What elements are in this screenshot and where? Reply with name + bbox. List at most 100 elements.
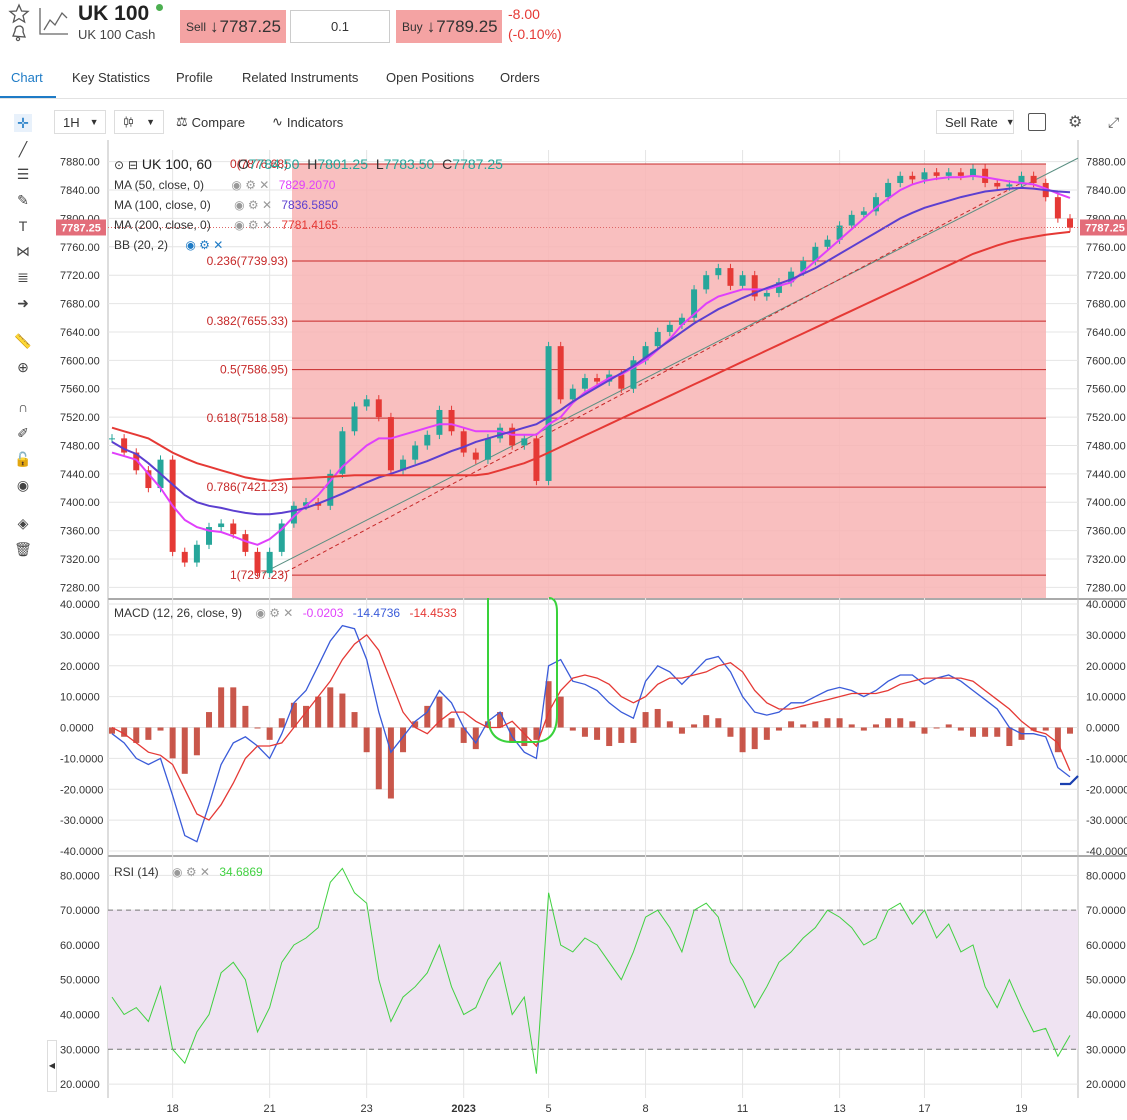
- y-tick-label-left: 7400.00: [60, 497, 100, 509]
- candle: [872, 197, 879, 212]
- indicators-button[interactable]: ∿ Indicators: [272, 110, 343, 134]
- macd-histogram-bar: [290, 702, 297, 728]
- macd-histogram-bar: [278, 718, 285, 728]
- sell-button[interactable]: Sell ↓ 7787.25: [180, 10, 286, 43]
- macd-label: MACD (12, 26, close, 9): [114, 606, 243, 620]
- expand-icon: ⤢: [1108, 113, 1120, 130]
- eye-icon[interactable]: ◉: [16, 477, 30, 493]
- candle: [836, 225, 843, 240]
- y-tick-label-right: 20.0000: [1086, 661, 1126, 673]
- market-open-dot: [156, 4, 163, 11]
- macd-histogram-bar: [1054, 727, 1061, 753]
- candle: [691, 289, 698, 318]
- lock-icon[interactable]: 🔓: [14, 451, 32, 467]
- trash-icon[interactable]: 🗑: [14, 541, 32, 557]
- fib-tool-icon[interactable]: ≣: [17, 269, 29, 285]
- candle: [642, 346, 649, 361]
- star-icon[interactable]: [8, 3, 30, 25]
- y-tick-label-left: 7480.00: [60, 440, 100, 452]
- macd-histogram-bar: [618, 727, 625, 743]
- settings-icons[interactable]: ◉ ⚙ ✕: [234, 198, 273, 212]
- macd-histogram-bar: [812, 721, 819, 728]
- macd-line: [111, 624, 1071, 843]
- macd-histogram-bar: [594, 727, 601, 740]
- alert-bell-icon[interactable]: [9, 22, 29, 42]
- y-tick-label-left: 0.0000: [60, 723, 94, 735]
- ruler-icon[interactable]: 📏: [14, 333, 32, 349]
- macd-histogram-bar: [654, 708, 661, 728]
- macd-histogram-bar: [1030, 727, 1037, 731]
- candle: [509, 427, 516, 446]
- macd-histogram-bar: [339, 693, 346, 728]
- trend-line-icon[interactable]: ╱: [18, 141, 28, 157]
- macd-histogram-bar: [775, 727, 782, 731]
- rsi-line: [111, 867, 1071, 1074]
- candle: [957, 172, 964, 176]
- settings-icons[interactable]: ◉ ⚙ ✕: [231, 178, 270, 192]
- low-label: L: [375, 156, 384, 172]
- tab-profile[interactable]: Profile: [176, 70, 213, 85]
- brush-icon[interactable]: ✎: [17, 192, 29, 208]
- snapshot-button[interactable]: [1028, 110, 1046, 134]
- macd-histogram-bar: [315, 696, 322, 728]
- text-icon[interactable]: T: [18, 218, 28, 234]
- y-tick-label-right: 7360.00: [1086, 526, 1126, 538]
- hide-icon[interactable]: ⊟: [127, 158, 139, 172]
- pencil-lock-icon[interactable]: ✐: [17, 425, 29, 441]
- macd-histogram-bar: [400, 727, 407, 753]
- quantity-input[interactable]: 0.1: [290, 10, 390, 43]
- ma200-value: 7781.4165: [281, 218, 339, 232]
- macd-histogram-bar: [1006, 727, 1013, 747]
- compare-button[interactable]: ⚖ Compare: [176, 110, 245, 134]
- candle: [497, 427, 504, 439]
- tab-open-positions[interactable]: Open Positions: [386, 70, 475, 85]
- magnet-icon[interactable]: ∩: [17, 399, 29, 415]
- chart-toolbar: 1H ▼ ▼ ⚖ Compare ∿ Indicators Sell Rate …: [52, 108, 1127, 136]
- macd-histogram-bar: [969, 727, 976, 737]
- settings-icons[interactable]: ◉ ⚙ ✕: [234, 218, 273, 232]
- rate-select[interactable]: Sell Rate ▼: [936, 110, 1015, 134]
- macd-histogram-bar: [145, 727, 152, 740]
- macd-histogram-bar: [327, 687, 334, 728]
- parallel-lines-icon[interactable]: ☰: [16, 166, 30, 182]
- collapse-toolbar-arrow[interactable]: ◀: [47, 1040, 57, 1092]
- tab-chart[interactable]: Chart: [11, 70, 43, 85]
- tab-key-statistics[interactable]: Key Statistics: [72, 70, 151, 85]
- settings-button[interactable]: ⚙: [1068, 110, 1082, 134]
- chart-type-select[interactable]: ▼: [114, 110, 164, 134]
- arrow-icon[interactable]: ➜: [17, 295, 29, 311]
- y-tick-label-left: 7280.00: [60, 582, 100, 594]
- fib-retracement-area[interactable]: [292, 164, 1046, 599]
- candle: [994, 182, 1001, 187]
- annotation-stroke[interactable]: [1060, 775, 1079, 786]
- macd-legend: MACD (12, 26, close, 9) ◉ ⚙ ✕ -0.0203 -1…: [114, 606, 457, 620]
- y-tick-label-left: 7840.00: [60, 185, 100, 197]
- collapse-icon[interactable]: ⊙: [114, 158, 125, 172]
- macd-histogram-bar: [581, 727, 588, 737]
- layers-icon[interactable]: ◈: [17, 515, 29, 531]
- fullscreen-button[interactable]: ⤢: [1108, 110, 1119, 134]
- pattern-icon[interactable]: ⋈: [16, 243, 30, 259]
- candle: [1067, 218, 1073, 228]
- interval-select[interactable]: 1H ▼: [54, 110, 106, 134]
- buy-button[interactable]: Buy ↓ 7789.25: [396, 10, 502, 43]
- tab-orders[interactable]: Orders: [500, 70, 540, 85]
- zoom-in-icon[interactable]: ⊕: [17, 359, 29, 375]
- y-tick-label-left: 40.0000: [60, 599, 100, 611]
- settings-icons[interactable]: ◉ ⚙ ✕: [255, 606, 294, 620]
- settings-icons[interactable]: ◉ ⚙ ✕: [172, 865, 210, 879]
- candle: [897, 175, 904, 183]
- macd-histogram-bar: [460, 727, 467, 743]
- crosshair-icon[interactable]: ✛: [14, 114, 32, 132]
- ma50-legend: MA (50, close, 0) ◉ ⚙ ✕ 7829.2070: [114, 178, 335, 192]
- annotation-rounded-box[interactable]: [487, 597, 558, 743]
- y-tick-label-right: 7560.00: [1086, 384, 1126, 396]
- macd-histogram-bar: [715, 718, 722, 728]
- settings-icons[interactable]: ◉ ⚙ ✕: [185, 238, 224, 252]
- compare-label: Compare: [191, 114, 246, 130]
- macd-histogram-bar: [788, 721, 795, 728]
- current-price-tag-left: [56, 219, 106, 236]
- macd-histogram-bar: [121, 727, 128, 737]
- tab-related-instruments[interactable]: Related Instruments: [242, 70, 359, 85]
